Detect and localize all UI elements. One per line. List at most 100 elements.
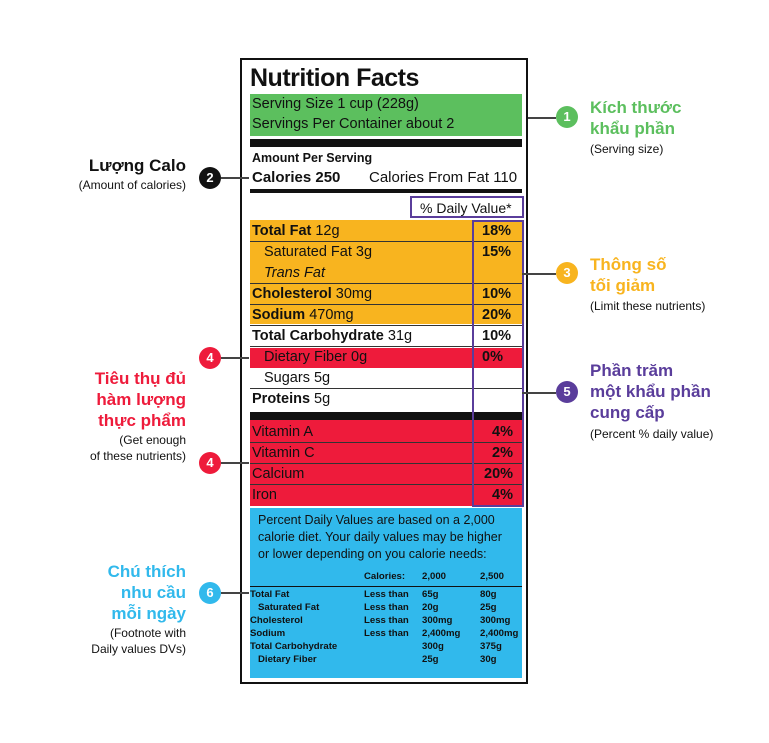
vitamin-c-row: Vitamin C 2% bbox=[250, 443, 522, 464]
row-separator bbox=[250, 241, 522, 242]
percent-column-box bbox=[472, 220, 524, 507]
annotation-1-sub: (Serving size) bbox=[590, 142, 664, 156]
nutrient-name: Cholesterol bbox=[252, 286, 332, 302]
nutrient-pct: 4% bbox=[492, 487, 513, 503]
annotation-title-line: Tiêu thụ đủ bbox=[94, 369, 186, 388]
annotation-title-line: thực phẩm bbox=[98, 411, 186, 430]
cholesterol-row: Cholesterol 30mg 10% bbox=[250, 284, 522, 305]
sugars-row: Sugars 5g bbox=[250, 368, 522, 389]
footnote-row-name: Total Fat bbox=[250, 589, 290, 600]
annotation-5-title: Phần trăm một khẩu phần cung cấp bbox=[590, 360, 711, 423]
footnote-band: Percent Daily Values are based on a 2,00… bbox=[250, 508, 522, 678]
footnote-row-v1: 65g bbox=[422, 589, 439, 600]
connector-line bbox=[221, 177, 249, 179]
annotation-title-line: mỗi ngày bbox=[111, 604, 186, 623]
annotation-6-title: Chú thích nhu cầu mỗi ngày bbox=[40, 561, 186, 624]
saturated-fat-row: Saturated Fat 3g 15% bbox=[250, 242, 522, 263]
footnote-row-name: Total Carbohydrate bbox=[250, 641, 338, 652]
footnote-row-v1: 300g bbox=[422, 641, 444, 652]
badge-4b: 4 bbox=[199, 452, 221, 474]
nutrient-name: Total Carbohydrate bbox=[252, 328, 384, 344]
thick-divider bbox=[250, 412, 522, 420]
footnote-line: Percent Daily Values are based on a 2,00… bbox=[258, 513, 495, 527]
annotation-title-line: hàm lượng bbox=[96, 390, 186, 409]
footnote-row-v1: 2,400mg bbox=[422, 628, 461, 639]
annotation-title-line: Kích thước bbox=[590, 98, 682, 117]
nutrient-name: Sugars 5g bbox=[264, 370, 331, 386]
footnote-row-name: Saturated Fat bbox=[258, 602, 320, 613]
medium-divider bbox=[250, 189, 522, 193]
badge-6: 6 bbox=[199, 582, 221, 604]
connector-line bbox=[221, 592, 249, 594]
nutrient-name: Vitamin C bbox=[252, 445, 315, 461]
row-separator bbox=[250, 325, 522, 326]
footnote-row-name: Sodium bbox=[250, 628, 286, 639]
footnote-header-calories: Calories: bbox=[364, 571, 406, 582]
annotation-sub-line: Daily values DVs) bbox=[91, 642, 186, 656]
annotation-6-sub: (Footnote with Daily values DVs) bbox=[40, 625, 186, 657]
annotation-3-title: Thông số tối giảm bbox=[590, 254, 666, 296]
annotation-title-line: tối giảm bbox=[590, 276, 656, 295]
badge-4: 4 bbox=[199, 347, 221, 369]
nutrient-pct: 0% bbox=[482, 349, 503, 365]
annotation-sub-line: (Footnote with bbox=[109, 626, 186, 640]
footnote-line: or lower depending on you calorie needs: bbox=[258, 547, 487, 561]
total-fat-row: Total Fat 12g 18% bbox=[250, 221, 522, 242]
nutrient-name: Sodium bbox=[252, 307, 306, 323]
trans-fat-row: Trans Fat bbox=[250, 263, 522, 284]
daily-value-header: % Daily Value* bbox=[420, 200, 512, 216]
nutrient-name: Vitamin A bbox=[252, 424, 313, 440]
row-separator bbox=[250, 283, 522, 284]
calcium-row: Calcium 20% bbox=[250, 464, 522, 485]
iron-row: Iron 4% bbox=[250, 485, 522, 506]
annotation-title-line: cung cấp bbox=[590, 403, 665, 422]
footnote-header-2000: 2,000 bbox=[422, 571, 447, 582]
footnote-row-v1: 20g bbox=[422, 602, 439, 613]
nutrient-pct: 10% bbox=[482, 286, 512, 302]
serving-size-band: Serving Size 1 cup (228g) Servings Per C… bbox=[250, 94, 522, 136]
nutrient-amount: 31g bbox=[383, 328, 413, 344]
footnote-row-v2: 300mg bbox=[480, 615, 511, 626]
annotation-title-line: khẩu phần bbox=[590, 119, 676, 138]
nutrition-facts-label: Nutrition Facts Serving Size 1 cup (228g… bbox=[240, 58, 528, 684]
thick-divider bbox=[250, 139, 522, 147]
dietary-fiber-row: Dietary Fiber 0g 0% bbox=[250, 347, 522, 368]
footnote-row-v2: 30g bbox=[480, 654, 497, 665]
nutrient-name: Calcium bbox=[252, 466, 305, 482]
footnote-row-v2: 375g bbox=[480, 641, 502, 652]
connector-line bbox=[522, 392, 556, 394]
serving-size: Serving Size 1 cup (228g) bbox=[252, 96, 419, 112]
annotation-2-title: Lượng Calo bbox=[88, 156, 186, 175]
nutrient-amount: 12g bbox=[311, 223, 340, 239]
footnote-divider bbox=[250, 586, 522, 587]
annotation-sub-line: of these nutrients) bbox=[89, 449, 186, 463]
dietary-fiber-band bbox=[250, 348, 522, 368]
footnote-row-cond: Less than bbox=[364, 589, 409, 600]
footnote-row-v1: 25g bbox=[422, 654, 439, 665]
nutrient-pct: 18% bbox=[482, 223, 512, 239]
footnote-header-2500: 2,500 bbox=[480, 571, 505, 582]
connector-line bbox=[221, 462, 249, 464]
nutrient-pct: 20% bbox=[482, 307, 512, 323]
annotation-title-line: Chú thích bbox=[107, 562, 186, 581]
connector-line bbox=[522, 273, 556, 275]
total-carbohydrate-row: Total Carbohydrate 31g 10% bbox=[250, 326, 522, 347]
footnote-row-v2: 80g bbox=[480, 589, 497, 600]
vitamin-a-row: Vitamin A 4% bbox=[250, 422, 522, 443]
servings-per-container: Servings Per Container about 2 bbox=[252, 116, 455, 132]
sodium-row: Sodium 470mg 20% bbox=[250, 305, 522, 326]
nutrient-amount: 470mg bbox=[305, 307, 354, 323]
badge-3: 3 bbox=[556, 262, 578, 284]
daily-value-header-box: % Daily Value* bbox=[410, 196, 524, 218]
row-separator bbox=[250, 442, 522, 443]
connector-line bbox=[221, 357, 249, 359]
annotation-5-sub: (Percent % daily value) bbox=[590, 427, 714, 441]
annotation-4-sub: (Get enough of these nutrients) bbox=[40, 432, 186, 464]
nutrient-name: Dietary Fiber 0g bbox=[264, 349, 368, 365]
nutrient-pct: 10% bbox=[482, 328, 512, 344]
nutrient-amount: 30mg bbox=[331, 286, 373, 302]
connector-line bbox=[528, 117, 556, 119]
annotation-1-title: Kích thước khẩu phần bbox=[590, 97, 681, 139]
nutrient-name: Total Fat bbox=[252, 223, 312, 239]
limit-nutrients-band bbox=[250, 220, 522, 324]
